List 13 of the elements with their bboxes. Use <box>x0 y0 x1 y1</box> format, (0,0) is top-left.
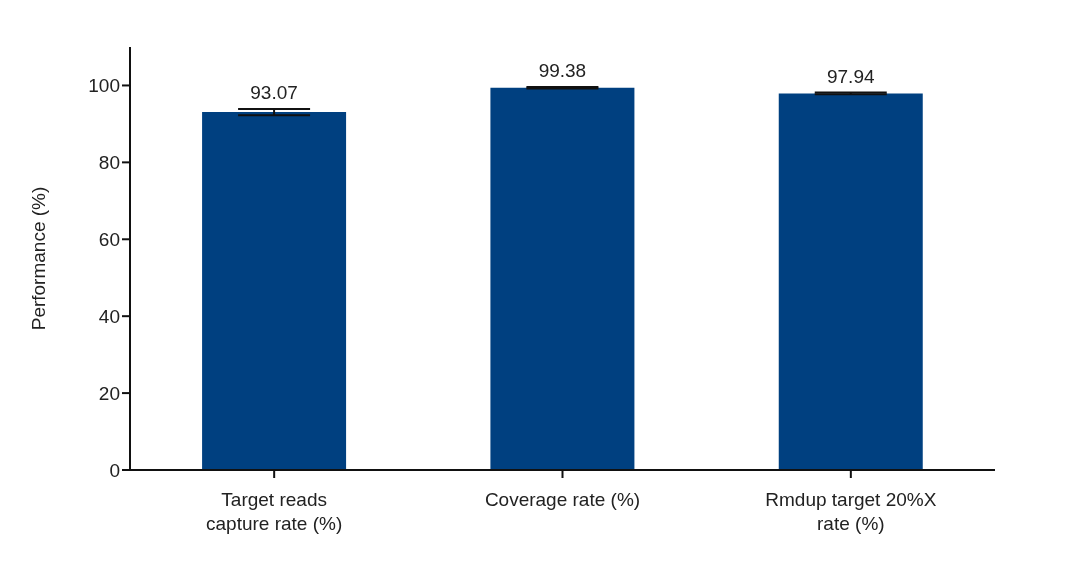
y-tick-label: 40 <box>98 305 120 327</box>
data-label: 99.38 <box>538 60 587 82</box>
x-tick-label: Target reads capture rate (%) <box>206 489 343 534</box>
data-label: 97.94 <box>826 65 875 87</box>
y-tick-label: 60 <box>98 229 120 251</box>
y-tick-label: 20 <box>98 382 120 404</box>
data-label: 93.07 <box>250 82 298 104</box>
x-tick-label: Rmdup target 20%X rate (%) <box>765 489 937 534</box>
y-axis-title: Performance (%) <box>27 186 49 331</box>
y-tick-label: 80 <box>98 152 120 174</box>
x-tick-label: Coverage rate (%) <box>484 489 641 510</box>
y-tick-label: 100 <box>88 75 120 97</box>
y-tick-label: 0 <box>109 459 120 481</box>
